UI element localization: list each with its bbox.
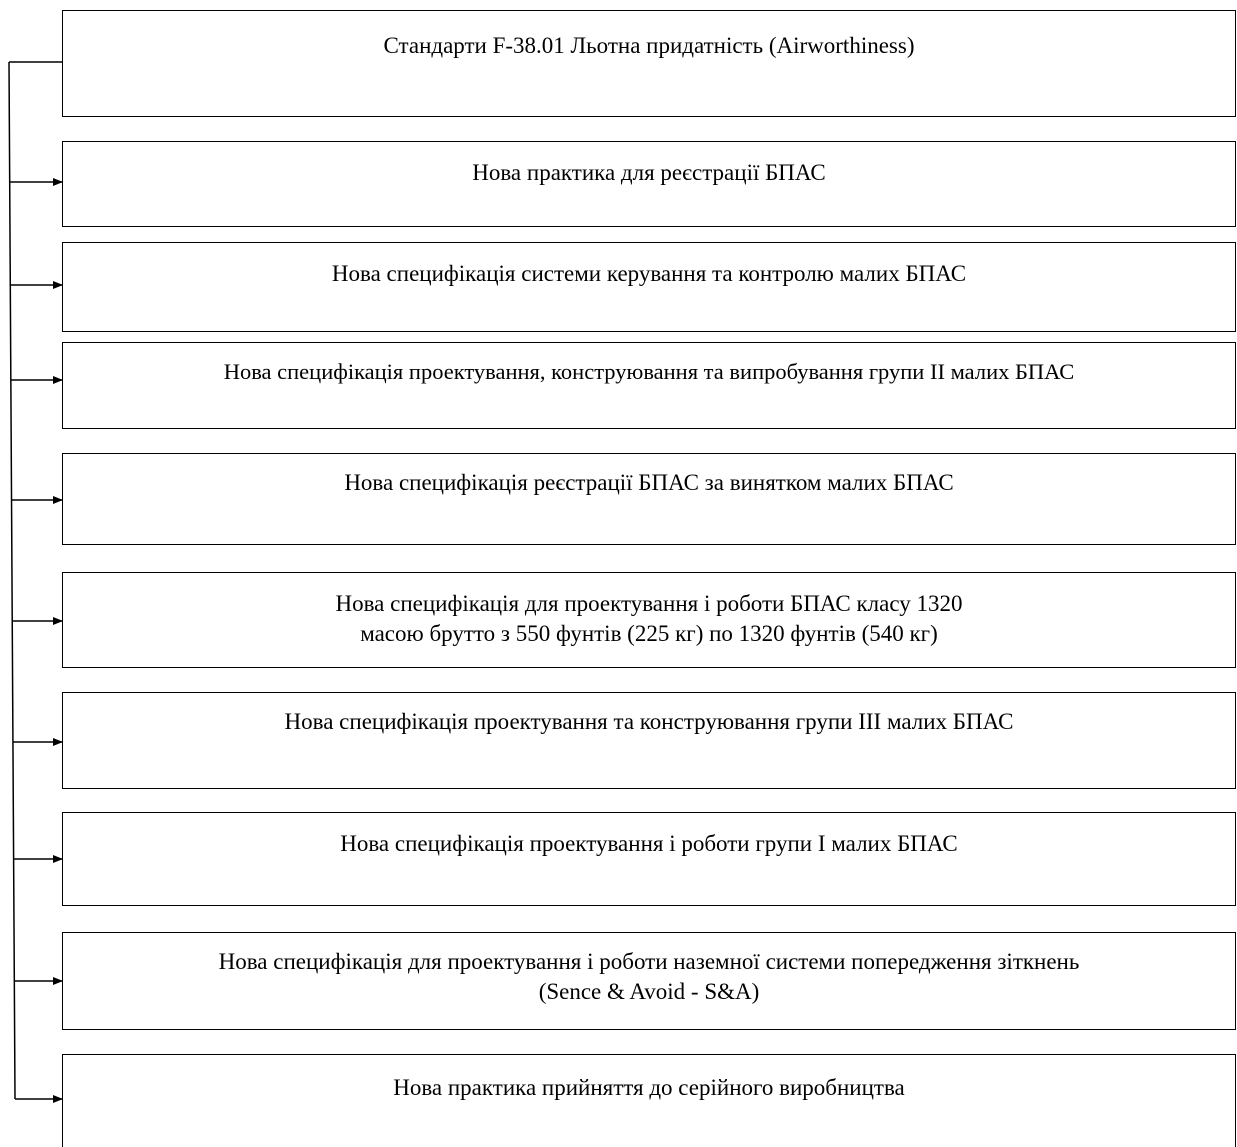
- child-box-2-label: Нова специфікація системи керування та к…: [331, 261, 967, 286]
- child-box-8: Нова специфікація для проектування і роб…: [62, 932, 1236, 1030]
- child-box-2: Нова специфікація системи керування та к…: [62, 242, 1236, 332]
- child-box-5: Нова специфікація для проектування і роб…: [62, 572, 1236, 668]
- child-box-8-label-line-1: Нова специфікація для проектування і роб…: [218, 949, 1080, 974]
- vertical-spine: [8, 61, 16, 1100]
- child-box-6-label: Нова специфікація проектування та констр…: [284, 709, 1014, 734]
- child-box-6: Нова специфікація проектування та констр…: [62, 692, 1236, 789]
- child-box-9: Нова практика прийняття до серійного вир…: [62, 1054, 1236, 1147]
- child-box-1: Нова практика для реєстрації БПАС: [62, 141, 1236, 227]
- child-box-7-label: Нова специфікація проектування і роботи …: [340, 831, 958, 856]
- child-box-5-label-line-1: Нова специфікація для проектування і роб…: [335, 591, 963, 616]
- child-box-3-label: Нова специфікація проектування, конструю…: [223, 359, 1075, 384]
- child-box-9-label: Нова практика прийняття до серійного вир…: [393, 1075, 905, 1100]
- root-box: Стандарти F-38.01 Льотна придатність (Ai…: [62, 10, 1236, 117]
- child-box-1-label: Нова практика для реєстрації БПАС: [472, 160, 826, 185]
- child-box-4-label: Нова специфікація реєстрації БПАС за вин…: [344, 470, 954, 495]
- child-box-3: Нова специфікація проектування, конструю…: [62, 342, 1236, 429]
- child-box-7: Нова специфікація проектування і роботи …: [62, 812, 1236, 906]
- root-label: Стандарти F-38.01 Льотна придатність (Ai…: [383, 33, 915, 58]
- child-box-4: Нова специфікація реєстрації БПАС за вин…: [62, 453, 1236, 545]
- child-box-8-label-line-2: (Sence & Avoid - S&A): [538, 979, 760, 1004]
- child-box-5-label-line-2: масою брутто з 550 фунтів (225 кг) по 13…: [360, 621, 938, 646]
